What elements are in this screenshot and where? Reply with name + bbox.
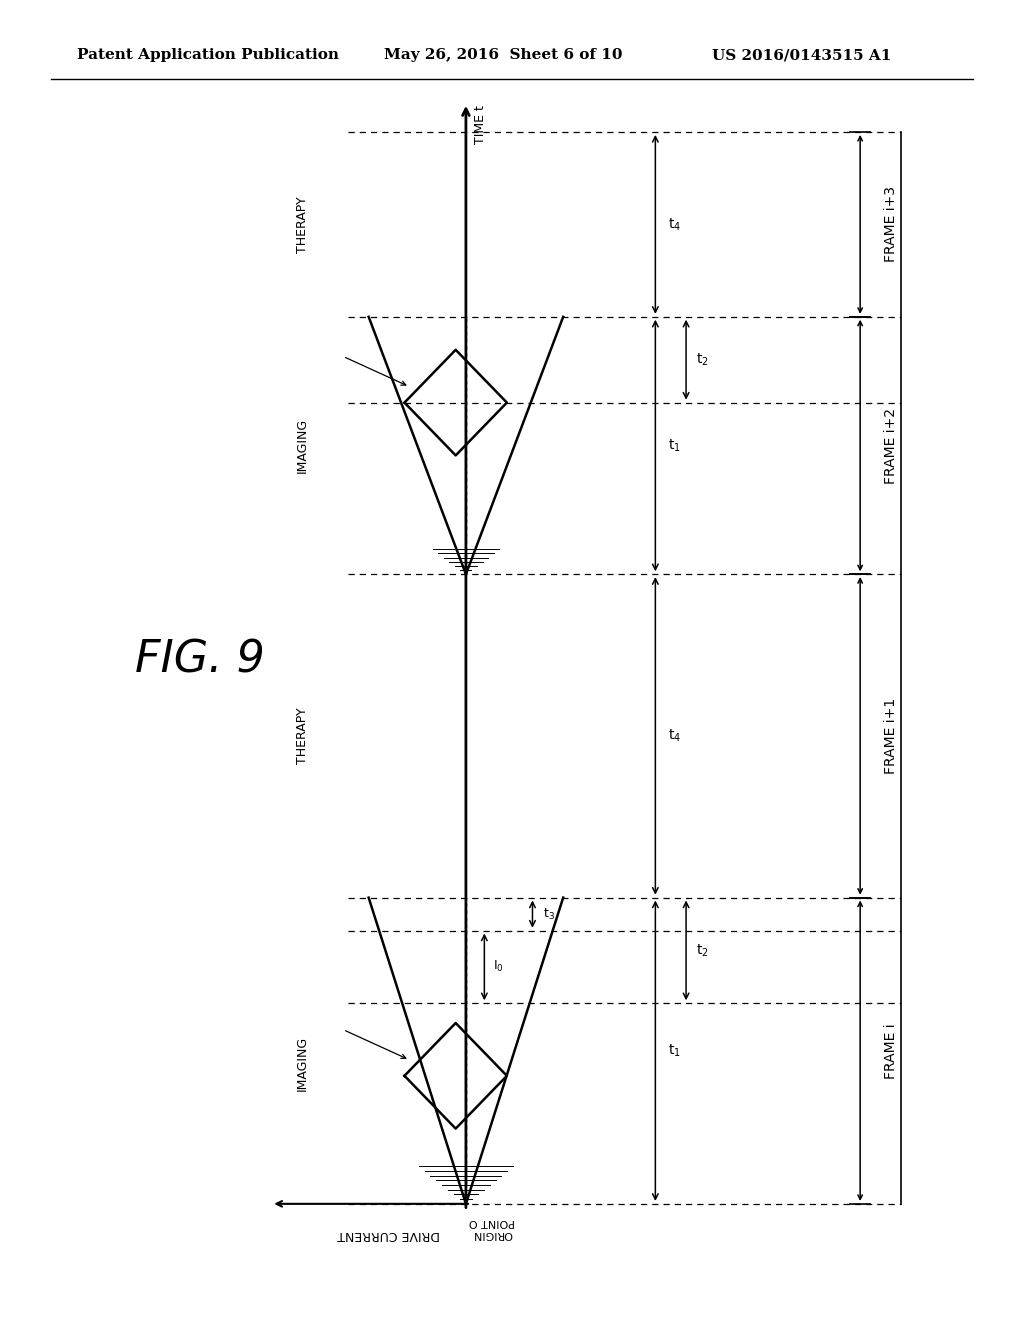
Text: FRAME i+3: FRAME i+3 <box>884 186 898 263</box>
Text: FIG. 9: FIG. 9 <box>135 639 264 681</box>
Text: Patent Application Publication: Patent Application Publication <box>77 49 339 62</box>
Text: FRAME i: FRAME i <box>884 1023 898 1078</box>
Text: TIME t: TIME t <box>474 106 487 144</box>
Text: THERAPY: THERAPY <box>296 708 308 764</box>
Text: IMAGING: IMAGING <box>296 1036 308 1092</box>
Text: ORIGIN
POINT O: ORIGIN POINT O <box>469 1217 515 1238</box>
Text: IMAGING: IMAGING <box>296 418 308 473</box>
Text: May 26, 2016  Sheet 6 of 10: May 26, 2016 Sheet 6 of 10 <box>384 49 623 62</box>
Text: FRAME i+1: FRAME i+1 <box>884 698 898 774</box>
Text: t$_4$: t$_4$ <box>668 727 681 744</box>
Text: t$_1$: t$_1$ <box>668 437 681 454</box>
Text: I$_0$: I$_0$ <box>493 960 504 974</box>
Text: THERAPY: THERAPY <box>296 197 308 252</box>
Text: t$_4$: t$_4$ <box>668 216 681 232</box>
Text: t$_3$: t$_3$ <box>543 907 555 921</box>
Text: t$_1$: t$_1$ <box>668 1043 681 1059</box>
Text: t$_2$: t$_2$ <box>696 351 709 368</box>
Text: US 2016/0143515 A1: US 2016/0143515 A1 <box>712 49 891 62</box>
Text: t$_2$: t$_2$ <box>696 942 709 958</box>
Text: DRIVE CURRENT: DRIVE CURRENT <box>338 1228 440 1241</box>
Text: FRAME i+2: FRAME i+2 <box>884 408 898 483</box>
